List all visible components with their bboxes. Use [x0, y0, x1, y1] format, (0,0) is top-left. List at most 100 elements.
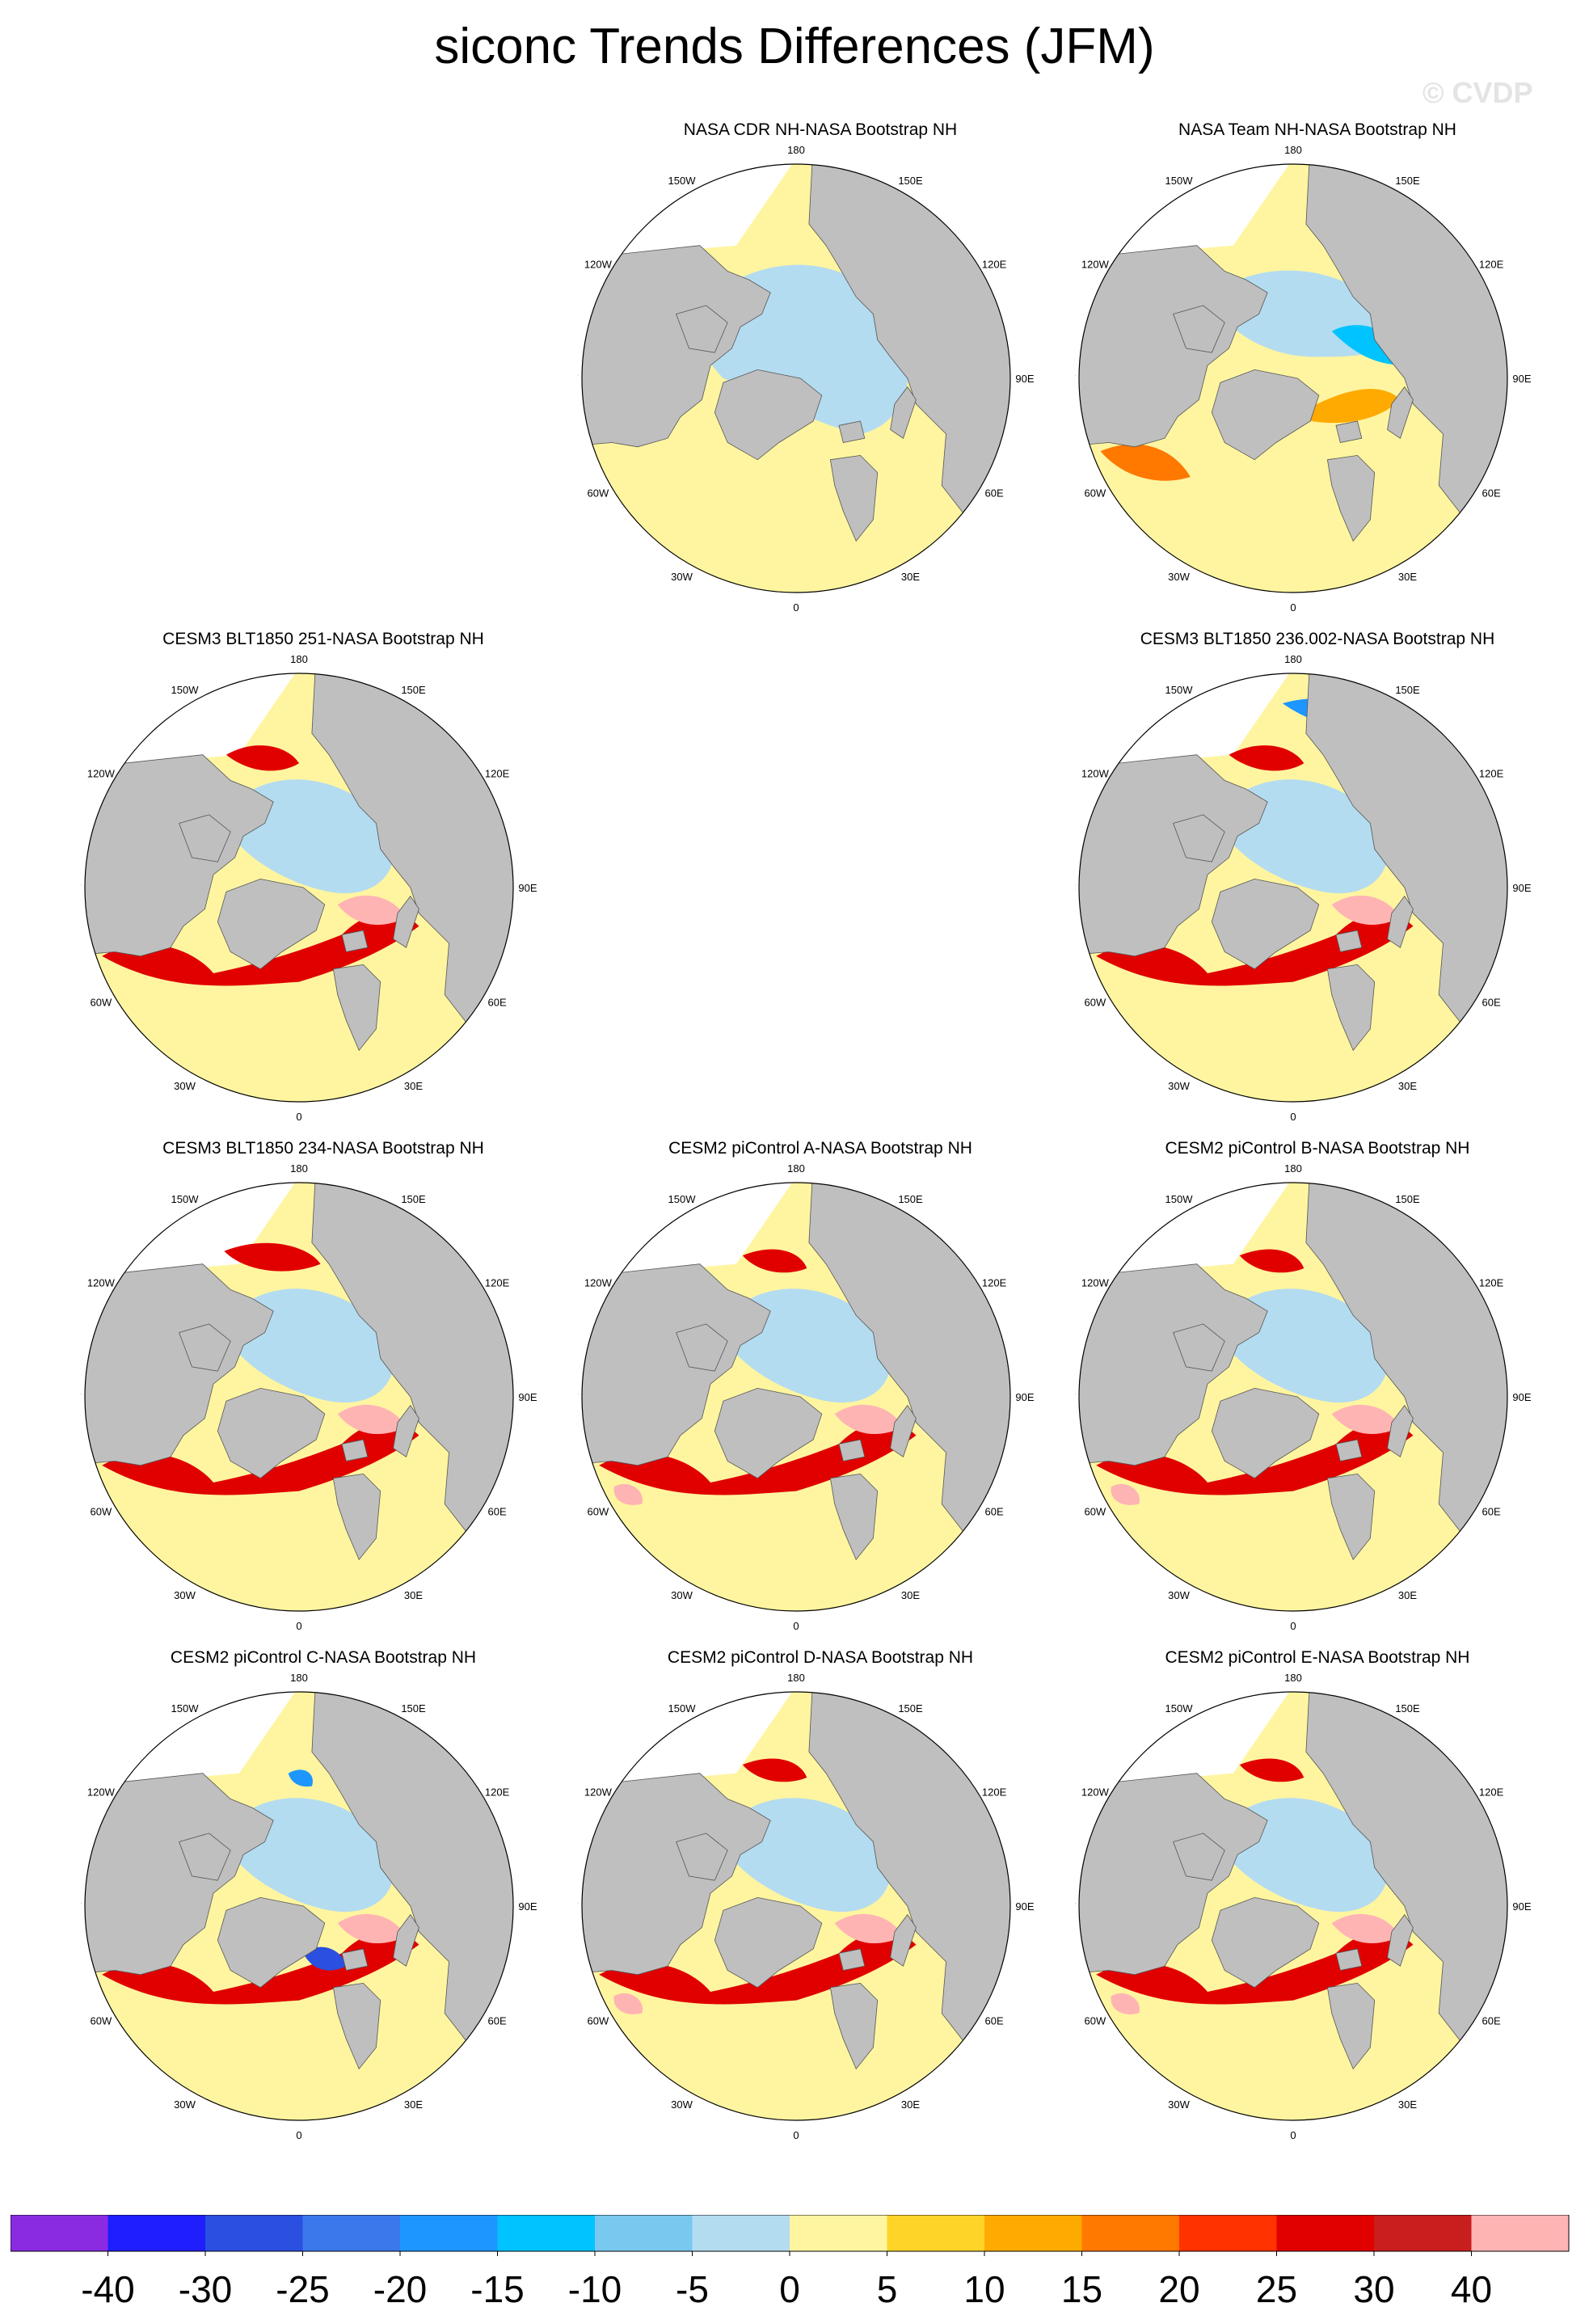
lon-label: 60W — [1085, 1506, 1106, 1518]
colorbar-swatch — [107, 2215, 205, 2251]
lon-label: 150W — [668, 1193, 697, 1205]
colorbar-swatch — [1471, 2215, 1569, 2251]
lon-label: 90E — [1512, 1900, 1531, 1913]
land-archipelago — [179, 814, 231, 863]
land-greenland — [217, 1387, 326, 1479]
colorbar-label: 0 — [779, 2268, 800, 2310]
colorbar: -40 -30 -25 -20 -15 -10 -5 0 5 10 15 20 25 30 40 — [11, 2215, 1570, 2310]
land-greenland — [1211, 878, 1320, 970]
lon-label: 180 — [1284, 144, 1302, 156]
land-novaya — [393, 895, 419, 948]
lon-label: 0 — [296, 1111, 301, 1123]
trend-anomaly — [1239, 1249, 1304, 1273]
lon-label: 180 — [290, 1672, 308, 1684]
land-scandinavia — [1326, 454, 1376, 542]
colorbar-swatch — [497, 2215, 595, 2251]
map-panel: CESM2 piControl A-NASA Bootstrap NH 180 15… — [578, 1138, 1063, 1639]
watermark: © CVDP — [1423, 76, 1533, 109]
land-greenland — [714, 369, 823, 461]
lon-label: 0 — [1290, 2129, 1296, 2141]
lon-label: 150W — [1165, 684, 1194, 696]
lon-label: 150W — [668, 175, 697, 187]
lon-label: 150E — [401, 1702, 426, 1715]
lon-label: 120E — [982, 259, 1007, 271]
lon-label: 120E — [1479, 1277, 1504, 1289]
polar-map: 180 150E 120E 90E 60E 30E 0 30W 60W 90W 120W 150W — [578, 1672, 1035, 2141]
lon-label: 150E — [1395, 175, 1420, 187]
lon-label: 60W — [588, 2015, 609, 2027]
trend-anomaly — [834, 1913, 904, 1944]
land-greenland — [217, 1896, 326, 1989]
colorbar-swatch — [1374, 2215, 1472, 2251]
lon-label: 60W — [588, 1506, 609, 1518]
land-greenland — [217, 878, 326, 970]
lon-label: 90W — [1075, 1900, 1076, 1913]
trend-anomaly — [1331, 1913, 1401, 1944]
lon-label: 90W — [1075, 373, 1076, 385]
colorbar-label: 30 — [1353, 2268, 1394, 2310]
map-border — [581, 1182, 1011, 1612]
colorbar-swatch — [692, 2215, 790, 2251]
trend-anomaly — [1293, 389, 1401, 424]
trend-anomaly — [1100, 444, 1191, 481]
colorbar-swatch — [984, 2215, 1082, 2251]
lon-label: 30W — [1168, 571, 1190, 583]
lon-label: 60E — [985, 1506, 1004, 1518]
land-namerica — [582, 1263, 771, 1466]
lon-label: 120E — [982, 1786, 1007, 1799]
map-panel: CESM2 piControl E-NASA Bootstrap NH 180 15… — [1075, 1647, 1560, 2149]
polar-map: 180 150E 120E 90E 60E 30E 0 30W 60W 90W 120W 150W — [81, 1672, 537, 2141]
map-panel: CESM3 BLT1850 236.002-NASA Bootstrap NH 1… — [1075, 629, 1560, 1130]
lon-label: 0 — [1290, 601, 1296, 614]
lon-label: 120E — [1479, 1786, 1504, 1799]
land-namerica — [1079, 754, 1268, 957]
lon-label: 60E — [1482, 1506, 1501, 1518]
map-border — [1078, 1691, 1508, 2121]
lon-label: 120W — [87, 1277, 116, 1289]
colorbar-label: 25 — [1256, 2268, 1297, 2310]
lon-label: 30E — [901, 2098, 920, 2111]
lon-label: 90E — [1015, 1900, 1034, 1913]
land-svalbard — [1335, 1948, 1363, 1971]
map-panel: CESM2 piControl C-NASA Bootstrap NH 180 15… — [81, 1647, 566, 2149]
trend-anomaly — [613, 1993, 643, 2014]
map-border — [1078, 163, 1508, 593]
trend-anomaly — [599, 1421, 917, 1495]
lon-label: 30W — [174, 1589, 196, 1601]
map-panel: CESM3 BLT1850 234-NASA Bootstrap NH 180 15… — [81, 1138, 566, 1639]
lon-label: 30W — [1168, 1080, 1190, 1092]
trend-anomaly — [1229, 745, 1304, 771]
lon-label: 180 — [290, 1162, 308, 1175]
land-greenland — [714, 1896, 823, 1989]
land-namerica — [582, 1773, 771, 1976]
lon-label: 60E — [488, 2015, 507, 2027]
lon-label: 120W — [1081, 1277, 1110, 1289]
lon-label: 0 — [793, 1620, 799, 1632]
lon-label: 30E — [1398, 1589, 1417, 1601]
panel-title: CESM3 BLT1850 251-NASA Bootstrap NH — [162, 630, 484, 648]
trend-anomaly — [337, 895, 407, 926]
land-scandinavia — [1326, 1473, 1376, 1561]
trend-anomaly — [303, 1947, 347, 1971]
lon-label: 90W — [81, 1391, 82, 1403]
trend-anomaly — [102, 912, 419, 986]
lon-label: 90W — [578, 1900, 579, 1913]
land-novaya — [393, 1404, 419, 1457]
lon-label: 150W — [171, 1702, 200, 1715]
lon-label: 0 — [296, 2129, 301, 2141]
lon-label: 150W — [1165, 1193, 1194, 1205]
lon-label: 120W — [87, 1786, 116, 1799]
trend-anomaly — [742, 1249, 807, 1273]
lon-label: 180 — [1284, 653, 1302, 665]
lon-label: 150E — [1395, 684, 1420, 696]
panel-title: NASA Team NH-NASA Bootstrap NH — [1178, 120, 1456, 139]
land-namerica — [85, 754, 274, 957]
lon-label: 30W — [1168, 2098, 1190, 2111]
lon-label: 150W — [171, 1193, 200, 1205]
polar-map: 180 150E 120E 90E 60E 30E 0 30W 60W 90W 120W 150W — [1075, 653, 1532, 1123]
lon-label: 180 — [787, 1672, 805, 1684]
land-greenland — [1211, 1387, 1320, 1479]
lon-label: 90W — [1075, 1391, 1076, 1403]
lon-label: 90W — [81, 1900, 82, 1913]
colorbar-swatch — [595, 2215, 693, 2251]
